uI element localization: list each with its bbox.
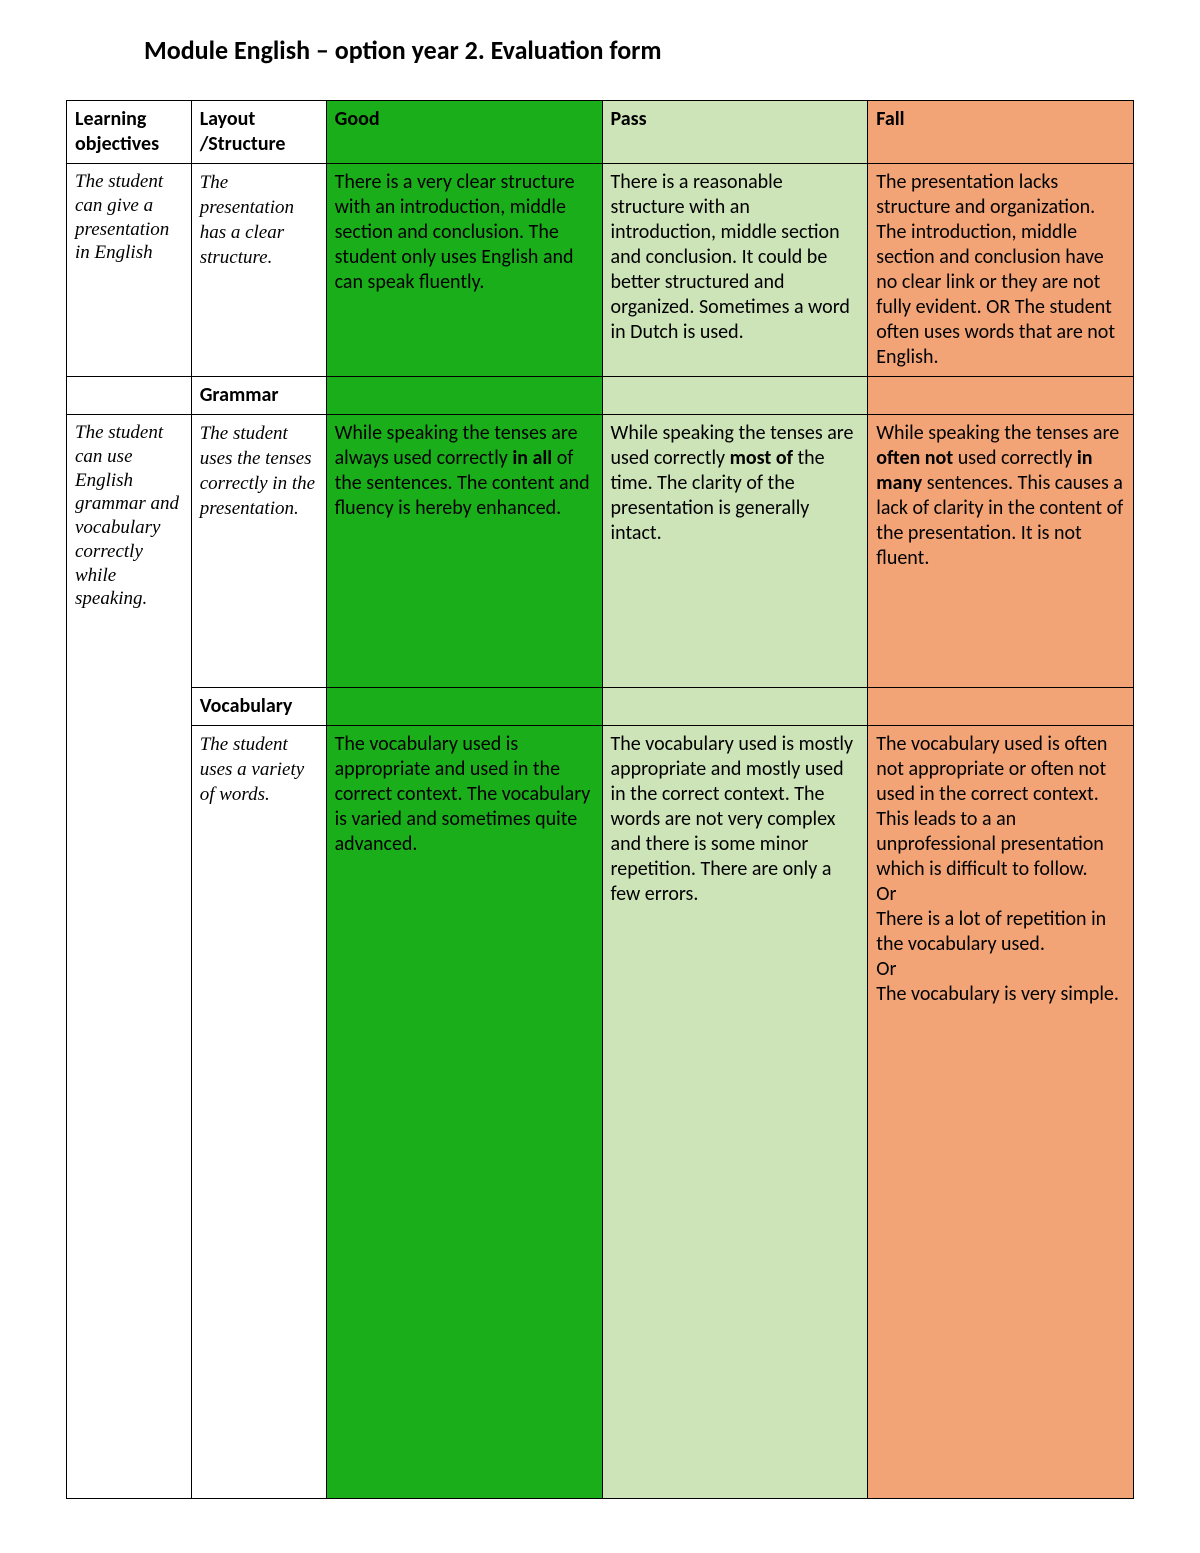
- rubric-table: Learning objectives Layout /Structure Go…: [66, 100, 1134, 1499]
- empty-pass: [602, 688, 868, 726]
- row-structure: The student can give a presentation in E…: [67, 164, 1134, 377]
- text: Or: [876, 882, 896, 906]
- text: used correctly: [953, 446, 1077, 470]
- empty-pass: [602, 377, 868, 415]
- fail-vocab: The vocabulary used is often not appropr…: [868, 726, 1134, 1499]
- objective-grammar: The student can use English grammar and …: [67, 415, 192, 1499]
- bold: often not: [876, 446, 953, 470]
- text: The vocabulary used is often not appropr…: [876, 732, 1107, 881]
- evaluation-form-page: Module English – option year 2. Evaluati…: [0, 0, 1200, 1553]
- pass-vocab: The vocabulary used is mostly appropriat…: [602, 726, 868, 1499]
- col-header-fail: Fall: [868, 101, 1134, 164]
- fail-structure: The presentation lacks structure and org…: [868, 164, 1134, 377]
- text: There is a lot of repetition in the voca…: [876, 907, 1106, 956]
- criterion-vocab: The student uses a variety of words.: [191, 726, 326, 1499]
- empty-good: [326, 688, 602, 726]
- row-vocabulary: The student uses a variety of words. The…: [67, 726, 1134, 1499]
- criterion-structure: The presentation has a clear structure.: [191, 164, 326, 377]
- text: While speaking the tenses are: [876, 421, 1119, 445]
- col-header-objectives: Learning objectives: [67, 101, 192, 164]
- good-grammar: While speaking the tenses are always use…: [326, 415, 602, 688]
- good-vocab: The vocabulary used is appropriate and u…: [326, 726, 602, 1499]
- empty-fail: [868, 377, 1134, 415]
- col-header-pass: Pass: [602, 101, 868, 164]
- pass-grammar: While speaking the tenses are used corre…: [602, 415, 868, 688]
- objective-text: The student can give a presentation in E…: [75, 170, 183, 265]
- subheader-grammar: Grammar: [191, 377, 326, 415]
- text: Or: [876, 957, 896, 981]
- row-grammar-header: Grammar: [67, 377, 1134, 415]
- col-header-layout: Layout /Structure: [191, 101, 326, 164]
- text: The vocabulary is very simple.: [876, 982, 1119, 1006]
- criterion-text: The presentation has a clear structure.: [200, 172, 294, 268]
- good-structure: There is a very clear structure with an …: [326, 164, 602, 377]
- empty-good: [326, 377, 602, 415]
- subheader-vocab: Vocabulary: [191, 688, 326, 726]
- criterion-text: The student uses the tenses correctly in…: [200, 423, 315, 519]
- criterion-grammar: The student uses the tenses correctly in…: [191, 415, 326, 688]
- fail-grammar: While speaking the tenses are often not …: [868, 415, 1134, 688]
- bold: most of: [730, 446, 793, 470]
- col-header-good: Good: [326, 101, 602, 164]
- table-header-row: Learning objectives Layout /Structure Go…: [67, 101, 1134, 164]
- page-title: Module English – option year 2. Evaluati…: [144, 34, 1134, 66]
- pass-structure: There is a reasonable structure with an …: [602, 164, 868, 377]
- row-grammar: The student can use English grammar and …: [67, 415, 1134, 688]
- objective-structure: The student can give a presentation in E…: [67, 164, 192, 377]
- empty-fail: [868, 688, 1134, 726]
- row-vocab-header: Vocabulary: [67, 688, 1134, 726]
- objective-text: The student can use English grammar and …: [75, 421, 183, 611]
- bold: in all: [512, 446, 552, 470]
- empty-cell: [67, 377, 192, 415]
- criterion-text: The student uses a variety of words.: [200, 734, 304, 805]
